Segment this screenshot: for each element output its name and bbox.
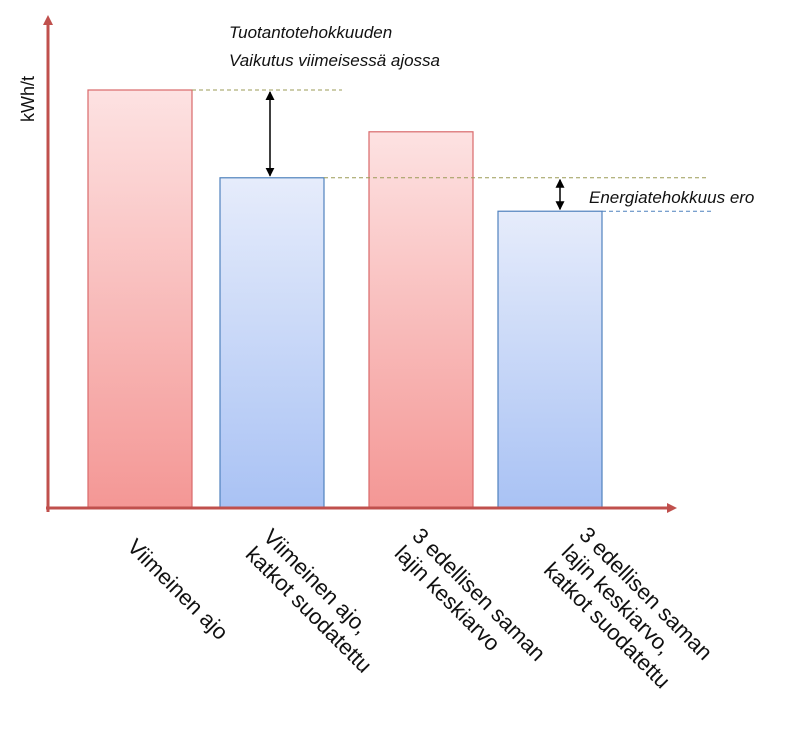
bars-layer [87,89,603,509]
x-tick-label-1-line-1: Viimeinen ajo [122,534,233,645]
bar-3 [368,131,474,509]
bar-1 [87,89,193,509]
y-axis-label: kWh/t [18,76,38,122]
bar-4 [497,210,603,509]
annotations-layer: Tuotantotehokkuuden Vaikutus viimeisessä … [229,23,754,211]
annotation-2-line-1: Energiatehokkuus ero [589,188,754,207]
guides-layer [192,89,712,212]
x-tick-labels: Viimeinen ajo Viimeinen ajo,katkot suodat… [122,522,717,694]
axes-layer [43,15,677,513]
annotation-1-line-2: Vaikutus viimeisessä ajossa [229,51,440,70]
annotation-1-line-1: Tuotantotehokkuuden [229,23,392,42]
bar-2 [219,177,325,509]
